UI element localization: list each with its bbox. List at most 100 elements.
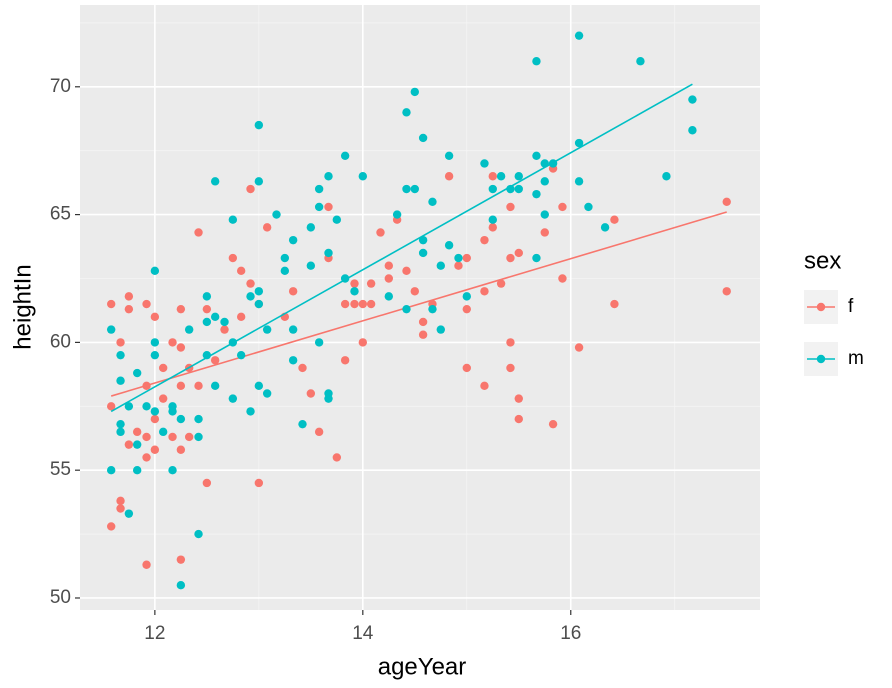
point: [142, 432, 151, 442]
point: [462, 253, 471, 263]
point: [280, 253, 290, 263]
point: [210, 177, 220, 186]
point: [168, 407, 177, 416]
point: [340, 356, 350, 365]
point: [402, 108, 411, 117]
point: [480, 235, 489, 245]
point: [142, 560, 151, 569]
x-tick-label: 12: [144, 623, 165, 644]
point: [254, 120, 264, 130]
point: [106, 522, 116, 531]
y-tick-label: 65: [50, 204, 71, 225]
point: [574, 138, 584, 148]
point: [574, 343, 584, 352]
point: [488, 172, 497, 181]
point: [314, 427, 324, 437]
point: [106, 465, 116, 475]
point: [228, 253, 238, 263]
point: [288, 356, 298, 365]
legend-title: sex: [804, 247, 841, 274]
point: [202, 304, 212, 314]
point: [184, 432, 194, 442]
legend-point: [816, 354, 826, 364]
point: [584, 202, 593, 212]
point: [480, 287, 489, 296]
point: [532, 151, 541, 161]
point: [358, 338, 368, 347]
point: [202, 317, 212, 327]
point: [298, 419, 307, 429]
point: [280, 266, 290, 276]
y-tick-label: 55: [50, 459, 71, 480]
point: [314, 202, 324, 212]
point: [454, 261, 463, 270]
point: [220, 325, 229, 334]
point: [574, 177, 584, 186]
x-tick-label: 16: [560, 623, 581, 644]
point: [574, 31, 584, 40]
point: [124, 509, 134, 518]
point: [210, 356, 220, 365]
x-axis-label: ageYear: [378, 653, 467, 680]
point: [176, 581, 186, 590]
point: [288, 325, 298, 334]
point: [480, 381, 489, 391]
point: [132, 440, 142, 449]
point: [210, 381, 220, 391]
point: [194, 381, 203, 391]
point: [210, 312, 220, 322]
point: [116, 504, 125, 513]
point: [306, 389, 316, 398]
point: [306, 261, 316, 270]
point: [688, 126, 697, 135]
point: [314, 184, 324, 194]
point: [176, 381, 186, 391]
point: [298, 363, 307, 373]
point: [158, 427, 168, 437]
point: [236, 312, 246, 322]
x-tick-label: 14: [352, 623, 374, 644]
point: [202, 292, 212, 301]
point: [636, 57, 645, 66]
point: [444, 172, 454, 181]
point: [462, 363, 471, 373]
point: [610, 299, 619, 309]
point: [514, 248, 523, 258]
point: [332, 453, 342, 462]
point: [418, 133, 428, 143]
point: [418, 330, 428, 339]
point: [194, 432, 203, 442]
point: [150, 350, 160, 360]
point: [124, 292, 134, 301]
point: [350, 287, 359, 296]
point: [306, 223, 316, 232]
point: [150, 414, 160, 424]
point: [132, 427, 142, 437]
point: [176, 304, 186, 314]
point: [132, 465, 142, 475]
point: [384, 261, 394, 270]
point: [506, 202, 515, 212]
point: [236, 266, 246, 276]
point: [548, 419, 558, 429]
point: [132, 368, 142, 378]
point: [540, 228, 549, 237]
point: [116, 496, 125, 506]
point: [106, 402, 116, 411]
point: [358, 299, 368, 309]
point: [288, 235, 298, 245]
point: [454, 253, 463, 263]
legend-point: [816, 302, 826, 312]
point: [532, 253, 541, 263]
point: [506, 363, 515, 373]
point: [600, 223, 610, 232]
legend-label: f: [848, 296, 854, 317]
y-tick-label: 60: [50, 331, 71, 352]
y-axis-label: heightIn: [9, 264, 36, 349]
point: [410, 184, 420, 194]
point: [558, 202, 567, 212]
point: [116, 419, 125, 429]
point: [116, 350, 125, 360]
point: [168, 432, 177, 442]
